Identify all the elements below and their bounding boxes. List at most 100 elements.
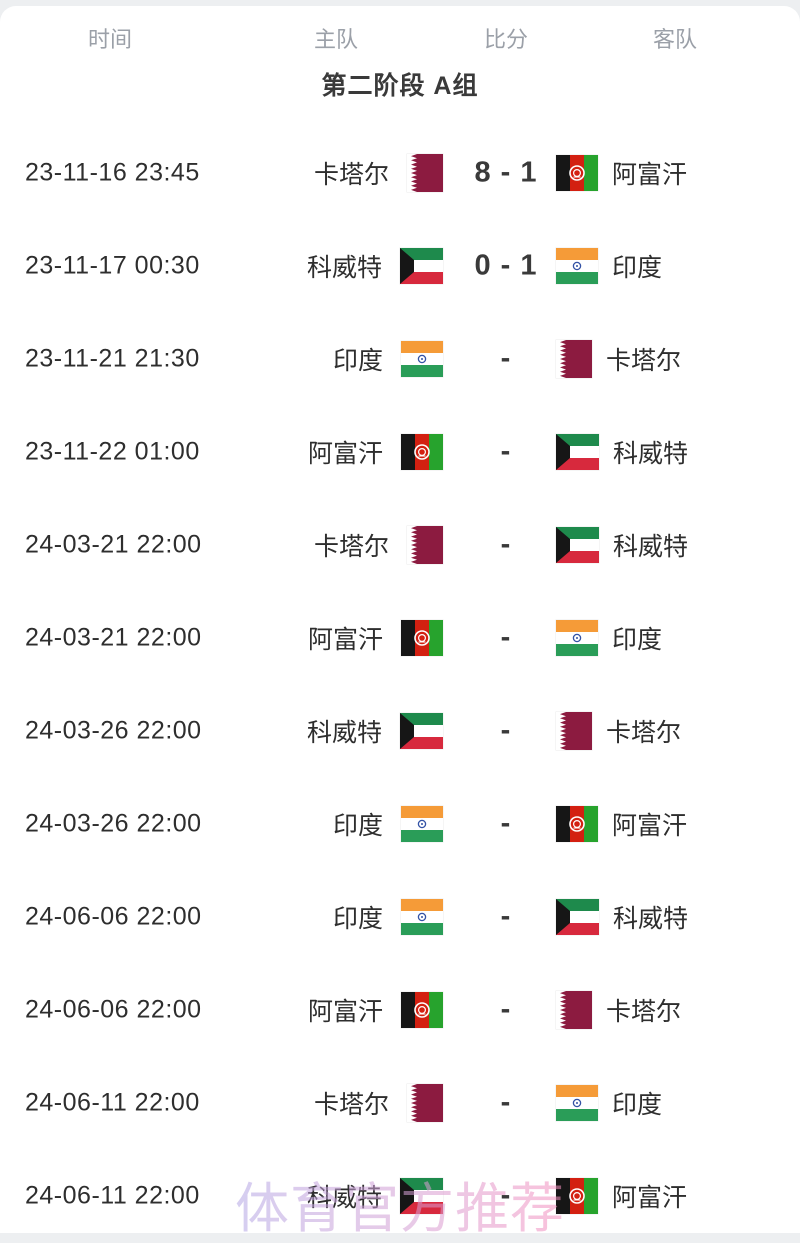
home-team-name: 卡塔尔 — [313, 1090, 389, 1119]
match-row[interactable]: 24-03-21 22:00 卡塔尔 - 科威特 — [0, 498, 800, 591]
match-time: 24-03-26 22:00 — [25, 716, 202, 744]
column-header-score: 比分 — [483, 27, 529, 52]
qatar-flag-icon — [407, 525, 443, 564]
away-team-name: 卡塔尔 — [606, 718, 682, 747]
fixtures-card: 时间 主队 比分 客队 第二阶段 A组 23-11-16 23:45 卡塔尔 8… — [0, 6, 800, 1233]
afghanistan-flag-icon — [401, 991, 443, 1028]
home-team: 科威特 — [306, 712, 443, 749]
match-score: - — [500, 342, 512, 374]
match-score: 8 - 1 — [474, 156, 538, 188]
home-team: 科威特 — [306, 247, 443, 284]
match-time: 23-11-16 23:45 — [25, 158, 200, 186]
away-team: 科威特 — [556, 526, 689, 563]
match-time: 24-03-21 22:00 — [25, 530, 202, 558]
match-time: 24-06-11 22:00 — [25, 1181, 200, 1209]
home-team-name: 印度 — [332, 904, 383, 933]
qatar-flag-icon — [556, 339, 592, 378]
match-row[interactable]: 23-11-16 23:45 卡塔尔 8 - 1 阿富汗 — [0, 126, 800, 219]
match-row[interactable]: 24-03-26 22:00 科威特 - 卡塔尔 — [0, 684, 800, 777]
match-score: - — [500, 1086, 512, 1118]
away-team-name: 科威特 — [613, 904, 689, 933]
home-team: 印度 — [332, 898, 443, 935]
away-team: 印度 — [556, 1084, 663, 1121]
match-row[interactable]: 23-11-17 00:30 科威特 0 - 1 印度 — [0, 219, 800, 312]
match-row[interactable]: 23-11-21 21:30 印度 - 卡塔尔 — [0, 312, 800, 405]
match-time: 24-03-26 22:00 — [25, 809, 202, 837]
india-flag-icon — [556, 619, 598, 656]
away-team-name: 印度 — [612, 253, 663, 282]
kuwait-flag-icon — [556, 526, 599, 563]
match-row[interactable]: 24-03-26 22:00 印度 - 阿富汗 — [0, 777, 800, 870]
away-team: 阿富汗 — [556, 805, 688, 842]
home-team: 卡塔尔 — [313, 153, 443, 192]
away-team-name: 阿富汗 — [612, 811, 688, 840]
home-team: 阿富汗 — [307, 991, 443, 1028]
match-row[interactable]: 24-06-11 22:00 卡塔尔 - 印度 — [0, 1056, 800, 1149]
match-score: - — [500, 528, 512, 560]
home-team-name: 印度 — [332, 346, 383, 375]
match-score: - — [500, 900, 512, 932]
home-team-name: 阿富汗 — [307, 625, 383, 654]
kuwait-flag-icon — [400, 1177, 443, 1214]
match-row[interactable]: 23-11-22 01:00 阿富汗 - 科威特 — [0, 405, 800, 498]
match-time: 23-11-17 00:30 — [25, 251, 200, 279]
india-flag-icon — [401, 340, 443, 377]
away-team-name: 阿富汗 — [612, 1183, 688, 1212]
match-time: 24-06-06 22:00 — [25, 995, 202, 1023]
match-time: 24-03-21 22:00 — [25, 623, 202, 651]
match-row[interactable]: 24-06-11 22:00 科威特 - 阿富汗 — [0, 1149, 800, 1233]
away-team-name: 印度 — [612, 625, 663, 654]
home-team: 印度 — [333, 805, 443, 842]
away-team: 阿富汗 — [556, 1177, 688, 1214]
kuwait-flag-icon — [400, 247, 443, 284]
match-score: - — [500, 714, 512, 746]
away-team: 印度 — [556, 619, 663, 656]
home-team-name: 卡塔尔 — [313, 532, 389, 561]
group-title: 第二阶段 A组 — [321, 72, 479, 100]
match-score: - — [500, 807, 512, 839]
match-row[interactable]: 24-06-06 22:00 阿富汗 - 卡塔尔 — [0, 963, 800, 1056]
home-team-name: 阿富汗 — [307, 997, 383, 1026]
away-team: 卡塔尔 — [556, 339, 681, 378]
away-team-name: 科威特 — [613, 439, 689, 468]
home-team: 卡塔尔 — [313, 525, 443, 564]
match-score: 0 - 1 — [474, 249, 538, 281]
qatar-flag-icon — [556, 711, 592, 750]
away-team: 卡塔尔 — [556, 711, 682, 750]
match-time: 24-06-06 22:00 — [25, 902, 202, 930]
away-team-name: 卡塔尔 — [606, 997, 682, 1026]
qatar-flag-icon — [556, 990, 592, 1029]
match-row[interactable]: 24-03-21 22:00 阿富汗 - 印度 — [0, 591, 800, 684]
match-score: - — [500, 621, 512, 653]
kuwait-flag-icon — [556, 433, 599, 470]
match-list: 23-11-16 23:45 卡塔尔 8 - 1 阿富汗 23-11-17 00… — [0, 126, 800, 1233]
match-row[interactable]: 24-06-06 22:00 印度 - 科威特 — [0, 870, 800, 963]
match-time: 23-11-21 21:30 — [25, 344, 200, 372]
afghanistan-flag-icon — [401, 433, 443, 470]
away-team-name: 科威特 — [613, 532, 689, 561]
away-team-name: 印度 — [612, 1090, 663, 1119]
home-team: 科威特 — [306, 1177, 443, 1214]
home-team-name: 阿富汗 — [307, 439, 383, 468]
away-team: 卡塔尔 — [556, 990, 682, 1029]
home-team: 卡塔尔 — [313, 1083, 443, 1122]
home-team: 阿富汗 — [307, 619, 443, 656]
home-team: 阿富汗 — [307, 433, 443, 470]
match-time: 23-11-22 01:00 — [25, 437, 200, 465]
column-header-home: 主队 — [313, 27, 359, 52]
kuwait-flag-icon — [556, 898, 599, 935]
home-team-name: 卡塔尔 — [313, 160, 389, 189]
india-flag-icon — [401, 805, 443, 842]
home-team: 印度 — [332, 340, 443, 377]
home-team-name: 科威特 — [306, 718, 382, 747]
away-team: 科威特 — [556, 433, 689, 470]
column-header-time: 时间 — [87, 27, 133, 52]
afghanistan-flag-icon — [556, 154, 598, 191]
qatar-flag-icon — [407, 1083, 443, 1122]
away-team-name: 阿富汗 — [612, 160, 688, 189]
india-flag-icon — [556, 1084, 598, 1121]
home-team-name: 科威特 — [306, 1183, 382, 1212]
home-team-name: 科威特 — [306, 253, 382, 282]
afghanistan-flag-icon — [401, 619, 443, 656]
match-time: 24-06-11 22:00 — [25, 1088, 200, 1116]
